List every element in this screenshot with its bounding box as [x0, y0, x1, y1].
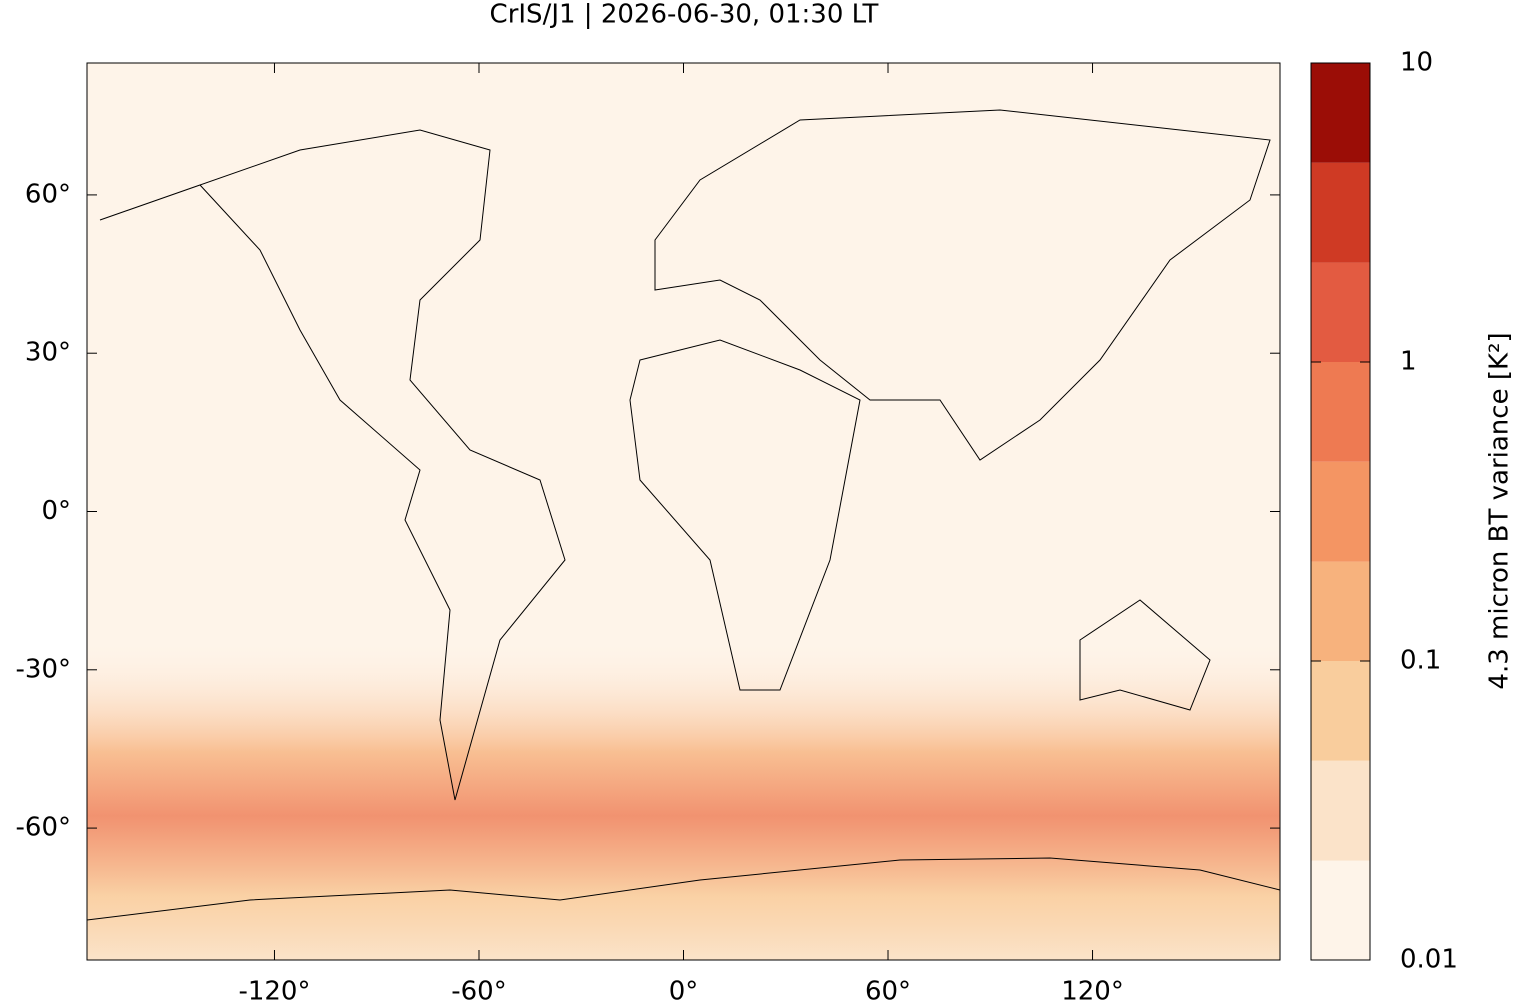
- colorbar-bin: [1311, 162, 1370, 263]
- coastline-eurasia-africa: [629, 109, 1271, 711]
- y-tick-label: 30°: [25, 338, 71, 368]
- x-tick-label: -60°: [451, 977, 506, 1002]
- colorbar-bin: [1311, 760, 1370, 861]
- chart-title: CrIS/J1 | 2026-06-30, 01:30 LT: [490, 0, 879, 30]
- colorbar-bin: [1311, 461, 1370, 562]
- map-area: [86, 62, 1281, 961]
- colorbar-tick-label: 10: [1400, 48, 1433, 78]
- coastline-americas: [99, 129, 566, 801]
- y-tick-label: 60°: [25, 179, 71, 209]
- colorbar-frame: [1310, 62, 1371, 961]
- southern-variance-field: [87, 640, 1280, 960]
- x-tick-label: 120°: [1061, 977, 1124, 1002]
- coastline-antarctica: [86, 857, 1281, 921]
- colorbar-bin: [1311, 661, 1370, 761]
- colorbar-tick-label: 1: [1400, 347, 1417, 377]
- x-tick-label: 60°: [865, 977, 911, 1002]
- colorbar-label: 4.3 micron BT variance [K²]: [1485, 332, 1515, 689]
- colorbar-bin: [1311, 262, 1370, 362]
- x-tick-label: -120°: [238, 977, 310, 1002]
- y-tick-label: 0°: [41, 496, 71, 526]
- colorbar-bin: [1311, 561, 1370, 661]
- colorbar-tick-label: 0.1: [1400, 646, 1441, 676]
- y-tick-label: -30°: [16, 654, 71, 684]
- y-tick-label: -60°: [16, 813, 71, 843]
- colorbar-tick-label: 0.01: [1400, 945, 1458, 975]
- colorbar-bin: [1311, 362, 1370, 462]
- colorbar-bin: [1311, 63, 1370, 163]
- x-tick-label: 0°: [669, 977, 699, 1002]
- colorbar-bin: [1311, 860, 1370, 960]
